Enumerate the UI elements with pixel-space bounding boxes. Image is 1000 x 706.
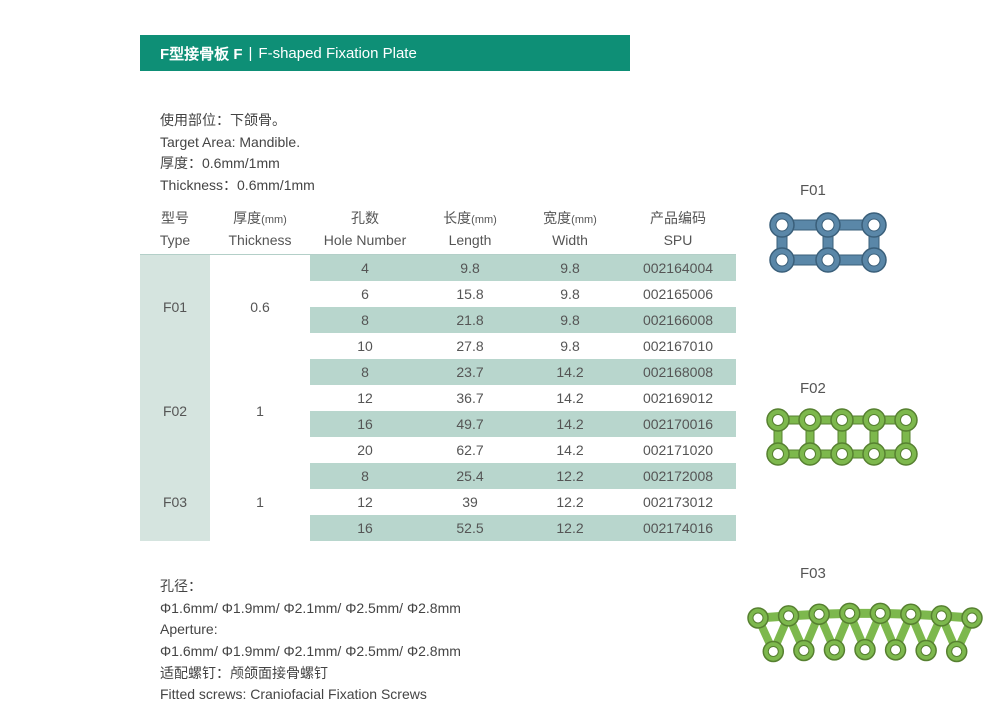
- cell-width: 9.8: [520, 281, 620, 307]
- col-length-en: Length: [420, 230, 520, 255]
- col-hole-cn: 孔数: [310, 204, 420, 230]
- cell-thickness: 0.6: [210, 255, 310, 359]
- table-header: 型号 厚度(mm) 孔数 长度(mm) 宽度(mm) 产品编码 Type Thi…: [140, 204, 736, 255]
- table-row: F021823.714.2002168008: [140, 359, 736, 385]
- cell-type: F02: [140, 359, 210, 463]
- header-separator: |: [249, 45, 253, 62]
- spec-table: 型号 厚度(mm) 孔数 长度(mm) 宽度(mm) 产品编码 Type Thi…: [140, 204, 736, 541]
- cell-type: F01: [140, 255, 210, 359]
- info-bottom-line: Aperture:: [160, 619, 461, 641]
- cell-spu: 002165006: [620, 281, 736, 307]
- col-spu-cn: 产品编码: [620, 204, 736, 230]
- cell-hole: 8: [310, 359, 420, 385]
- cell-length: 9.8: [420, 255, 520, 281]
- cell-width: 9.8: [520, 307, 620, 333]
- table-row: F031825.412.2002172008: [140, 463, 736, 489]
- info-top-line: 厚度：0.6mm/1mm: [160, 153, 315, 175]
- cell-spu: 002171020: [620, 437, 736, 463]
- col-hole-en: Hole Number: [310, 230, 420, 255]
- cell-hole: 12: [310, 489, 420, 515]
- cell-spu: 002172008: [620, 463, 736, 489]
- cell-hole: 12: [310, 385, 420, 411]
- cell-hole: 16: [310, 411, 420, 437]
- cell-width: 12.2: [520, 463, 620, 489]
- cell-spu: 002173012: [620, 489, 736, 515]
- table-row: F010.649.89.8002164004: [140, 255, 736, 281]
- col-thick-cn: 厚度(mm): [210, 204, 310, 230]
- col-width-en: Width: [520, 230, 620, 255]
- plate-label-f01: F01: [800, 182, 826, 199]
- col-spu-en: SPU: [620, 230, 736, 255]
- plate-f02-icon: [760, 402, 930, 472]
- cell-length: 15.8: [420, 281, 520, 307]
- cell-length: 25.4: [420, 463, 520, 489]
- cell-hole: 16: [310, 515, 420, 541]
- cell-width: 14.2: [520, 437, 620, 463]
- cell-length: 23.7: [420, 359, 520, 385]
- cell-length: 27.8: [420, 333, 520, 359]
- cell-hole: 8: [310, 463, 420, 489]
- cell-spu: 002167010: [620, 333, 736, 359]
- cell-thickness: 1: [210, 463, 310, 541]
- col-length-cn: 长度(mm): [420, 204, 520, 230]
- cell-length: 62.7: [420, 437, 520, 463]
- cell-spu: 002174016: [620, 515, 736, 541]
- cell-spu: 002168008: [620, 359, 736, 385]
- info-bottom-line: Fitted screws: Craniofacial Fixation Scr…: [160, 684, 461, 706]
- plate-label-f02: F02: [800, 380, 826, 397]
- plate-label-f03: F03: [800, 565, 826, 582]
- cell-width: 14.2: [520, 359, 620, 385]
- info-bottom-line: 适配螺钉：颅颌面接骨螺钉: [160, 663, 461, 685]
- cell-width: 14.2: [520, 411, 620, 437]
- col-thick-en: Thickness: [210, 230, 310, 255]
- plate-f01-icon: [760, 205, 900, 280]
- cell-hole: 4: [310, 255, 420, 281]
- cell-width: 9.8: [520, 255, 620, 281]
- section-header: F型接骨板 F | F-shaped Fixation Plate: [140, 35, 630, 71]
- cell-spu: 002166008: [620, 307, 736, 333]
- cell-hole: 10: [310, 333, 420, 359]
- info-bottom: 孔径： Φ1.6mm/ Φ1.9mm/ Φ2.1mm/ Φ2.5mm/ Φ2.8…: [160, 576, 461, 706]
- info-bottom-line: Φ1.6mm/ Φ1.9mm/ Φ2.1mm/ Φ2.5mm/ Φ2.8mm: [160, 641, 461, 663]
- plate-f03-icon: [740, 588, 990, 668]
- header-cn: F型接骨板 F: [160, 43, 243, 64]
- cell-hole: 20: [310, 437, 420, 463]
- info-top-line: 使用部位：下颌骨。: [160, 110, 315, 132]
- cell-width: 12.2: [520, 489, 620, 515]
- cell-length: 52.5: [420, 515, 520, 541]
- cell-width: 14.2: [520, 385, 620, 411]
- cell-spu: 002164004: [620, 255, 736, 281]
- cell-length: 39: [420, 489, 520, 515]
- info-top-line: Target Area: Mandible.: [160, 132, 315, 154]
- cell-spu: 002170016: [620, 411, 736, 437]
- cell-length: 36.7: [420, 385, 520, 411]
- header-en: F-shaped Fixation Plate: [258, 45, 416, 62]
- info-bottom-line: 孔径：: [160, 576, 461, 598]
- col-type-en: Type: [140, 230, 210, 255]
- cell-width: 9.8: [520, 333, 620, 359]
- cell-hole: 6: [310, 281, 420, 307]
- col-type-cn: 型号: [140, 204, 210, 230]
- cell-length: 49.7: [420, 411, 520, 437]
- cell-width: 12.2: [520, 515, 620, 541]
- info-top-line: Thickness：0.6mm/1mm: [160, 175, 315, 197]
- col-width-cn: 宽度(mm): [520, 204, 620, 230]
- info-top: 使用部位：下颌骨。 Target Area: Mandible. 厚度：0.6m…: [160, 110, 315, 197]
- table-body: F010.649.89.8002164004615.89.80021650068…: [140, 255, 736, 541]
- cell-spu: 002169012: [620, 385, 736, 411]
- cell-length: 21.8: [420, 307, 520, 333]
- cell-thickness: 1: [210, 359, 310, 463]
- cell-hole: 8: [310, 307, 420, 333]
- info-bottom-line: Φ1.6mm/ Φ1.9mm/ Φ2.1mm/ Φ2.5mm/ Φ2.8mm: [160, 598, 461, 620]
- cell-type: F03: [140, 463, 210, 541]
